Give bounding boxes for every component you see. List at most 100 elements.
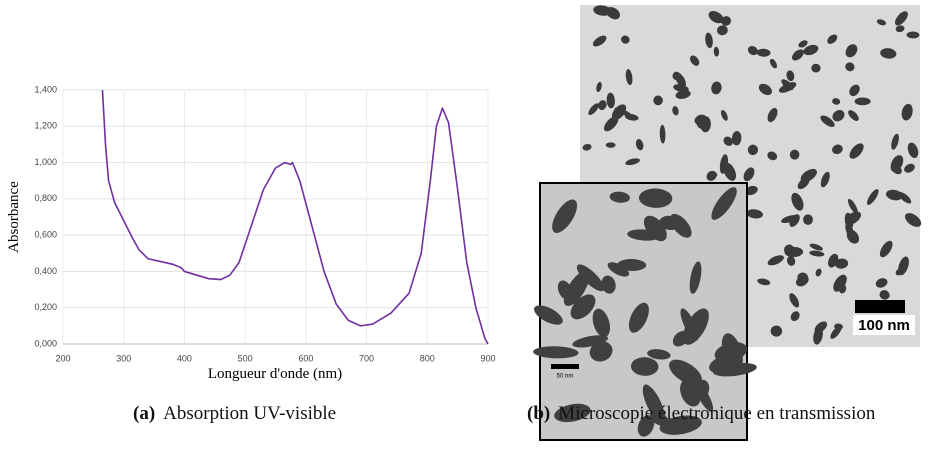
particle <box>786 70 795 82</box>
particle <box>839 284 847 294</box>
particle <box>756 48 771 57</box>
particle <box>576 264 605 292</box>
particle <box>832 98 841 105</box>
particle <box>820 115 835 127</box>
particle <box>563 270 590 307</box>
particle <box>832 144 843 155</box>
particle <box>672 71 681 80</box>
particle <box>554 403 591 423</box>
particle <box>720 109 728 121</box>
particle <box>895 25 905 33</box>
particle <box>798 40 808 48</box>
particle <box>650 411 669 426</box>
particle <box>721 16 732 26</box>
caption-a: (a) Absorption UV-visible <box>133 398 433 429</box>
particle <box>680 308 699 341</box>
y-tick-label: 0,600 <box>34 230 57 240</box>
particle <box>627 229 660 241</box>
inset-scale-bar <box>551 364 579 369</box>
particle <box>848 110 859 121</box>
particle <box>770 325 783 337</box>
particle <box>757 278 771 286</box>
particle <box>534 305 563 325</box>
particle <box>795 275 809 287</box>
particle <box>786 255 796 266</box>
particle <box>723 136 733 146</box>
y-tick-label: 0,400 <box>34 266 57 276</box>
particle <box>758 83 772 96</box>
particle <box>781 214 799 224</box>
particle <box>809 250 825 257</box>
particle <box>647 349 671 360</box>
particle <box>675 90 691 99</box>
particle <box>638 188 673 208</box>
particle <box>743 167 755 182</box>
tem-inset <box>533 182 757 441</box>
particle <box>875 278 888 288</box>
y-axis-label: Absorbance <box>6 181 22 253</box>
caption-label: (a) <box>133 403 156 424</box>
particle <box>717 25 728 36</box>
x-tick-label: 200 <box>55 353 70 363</box>
particle <box>820 171 830 188</box>
x-tick-label: 500 <box>238 353 253 363</box>
x-axis-label: Longueur d'onde (nm) <box>208 366 342 382</box>
particle <box>596 81 602 93</box>
particle <box>625 158 640 166</box>
particle <box>690 55 700 66</box>
caption-label: (b) <box>527 403 551 424</box>
particle <box>815 268 822 277</box>
particle <box>605 142 616 148</box>
x-tick-label: 800 <box>420 353 435 363</box>
scale-label: 100 nm <box>858 317 910 334</box>
particle <box>624 113 639 121</box>
particle <box>866 189 879 205</box>
caption-text: Absorption UV-visible <box>163 403 337 424</box>
y-tick-label: 1,400 <box>34 84 57 94</box>
particle <box>552 199 578 234</box>
particle <box>625 69 633 86</box>
particle <box>904 213 922 227</box>
particle <box>803 44 819 56</box>
particle <box>713 46 720 57</box>
particle <box>572 335 609 348</box>
particle <box>592 35 607 47</box>
particle <box>696 119 707 129</box>
y-tick-label: 1,200 <box>34 121 57 131</box>
particle <box>809 243 823 251</box>
particle <box>827 34 838 44</box>
particle <box>906 31 920 39</box>
particle <box>847 198 858 214</box>
particle <box>876 19 887 26</box>
inset-scale: 50 nm <box>551 364 579 380</box>
particle <box>695 382 714 412</box>
particle <box>849 84 860 97</box>
particle <box>769 58 778 69</box>
particle <box>588 103 599 116</box>
particle <box>607 262 630 277</box>
particle <box>592 308 611 338</box>
particle <box>598 100 607 111</box>
particle <box>603 116 619 132</box>
line-series <box>101 89 489 345</box>
particle <box>849 143 864 159</box>
particle <box>705 32 713 49</box>
particle <box>706 170 717 181</box>
particle <box>767 255 784 266</box>
particle <box>890 155 904 172</box>
caption-text: Microscopie électronique en transmission <box>558 403 876 424</box>
particle <box>854 97 871 106</box>
particle <box>879 240 893 258</box>
particle <box>767 107 778 123</box>
particle <box>781 79 794 91</box>
particle <box>789 149 800 160</box>
particle <box>904 163 915 173</box>
particle <box>846 229 860 244</box>
particle <box>711 81 722 95</box>
particle <box>746 209 763 219</box>
particle <box>731 130 742 146</box>
particle <box>721 333 743 371</box>
particle <box>811 63 821 73</box>
particle <box>898 191 912 204</box>
